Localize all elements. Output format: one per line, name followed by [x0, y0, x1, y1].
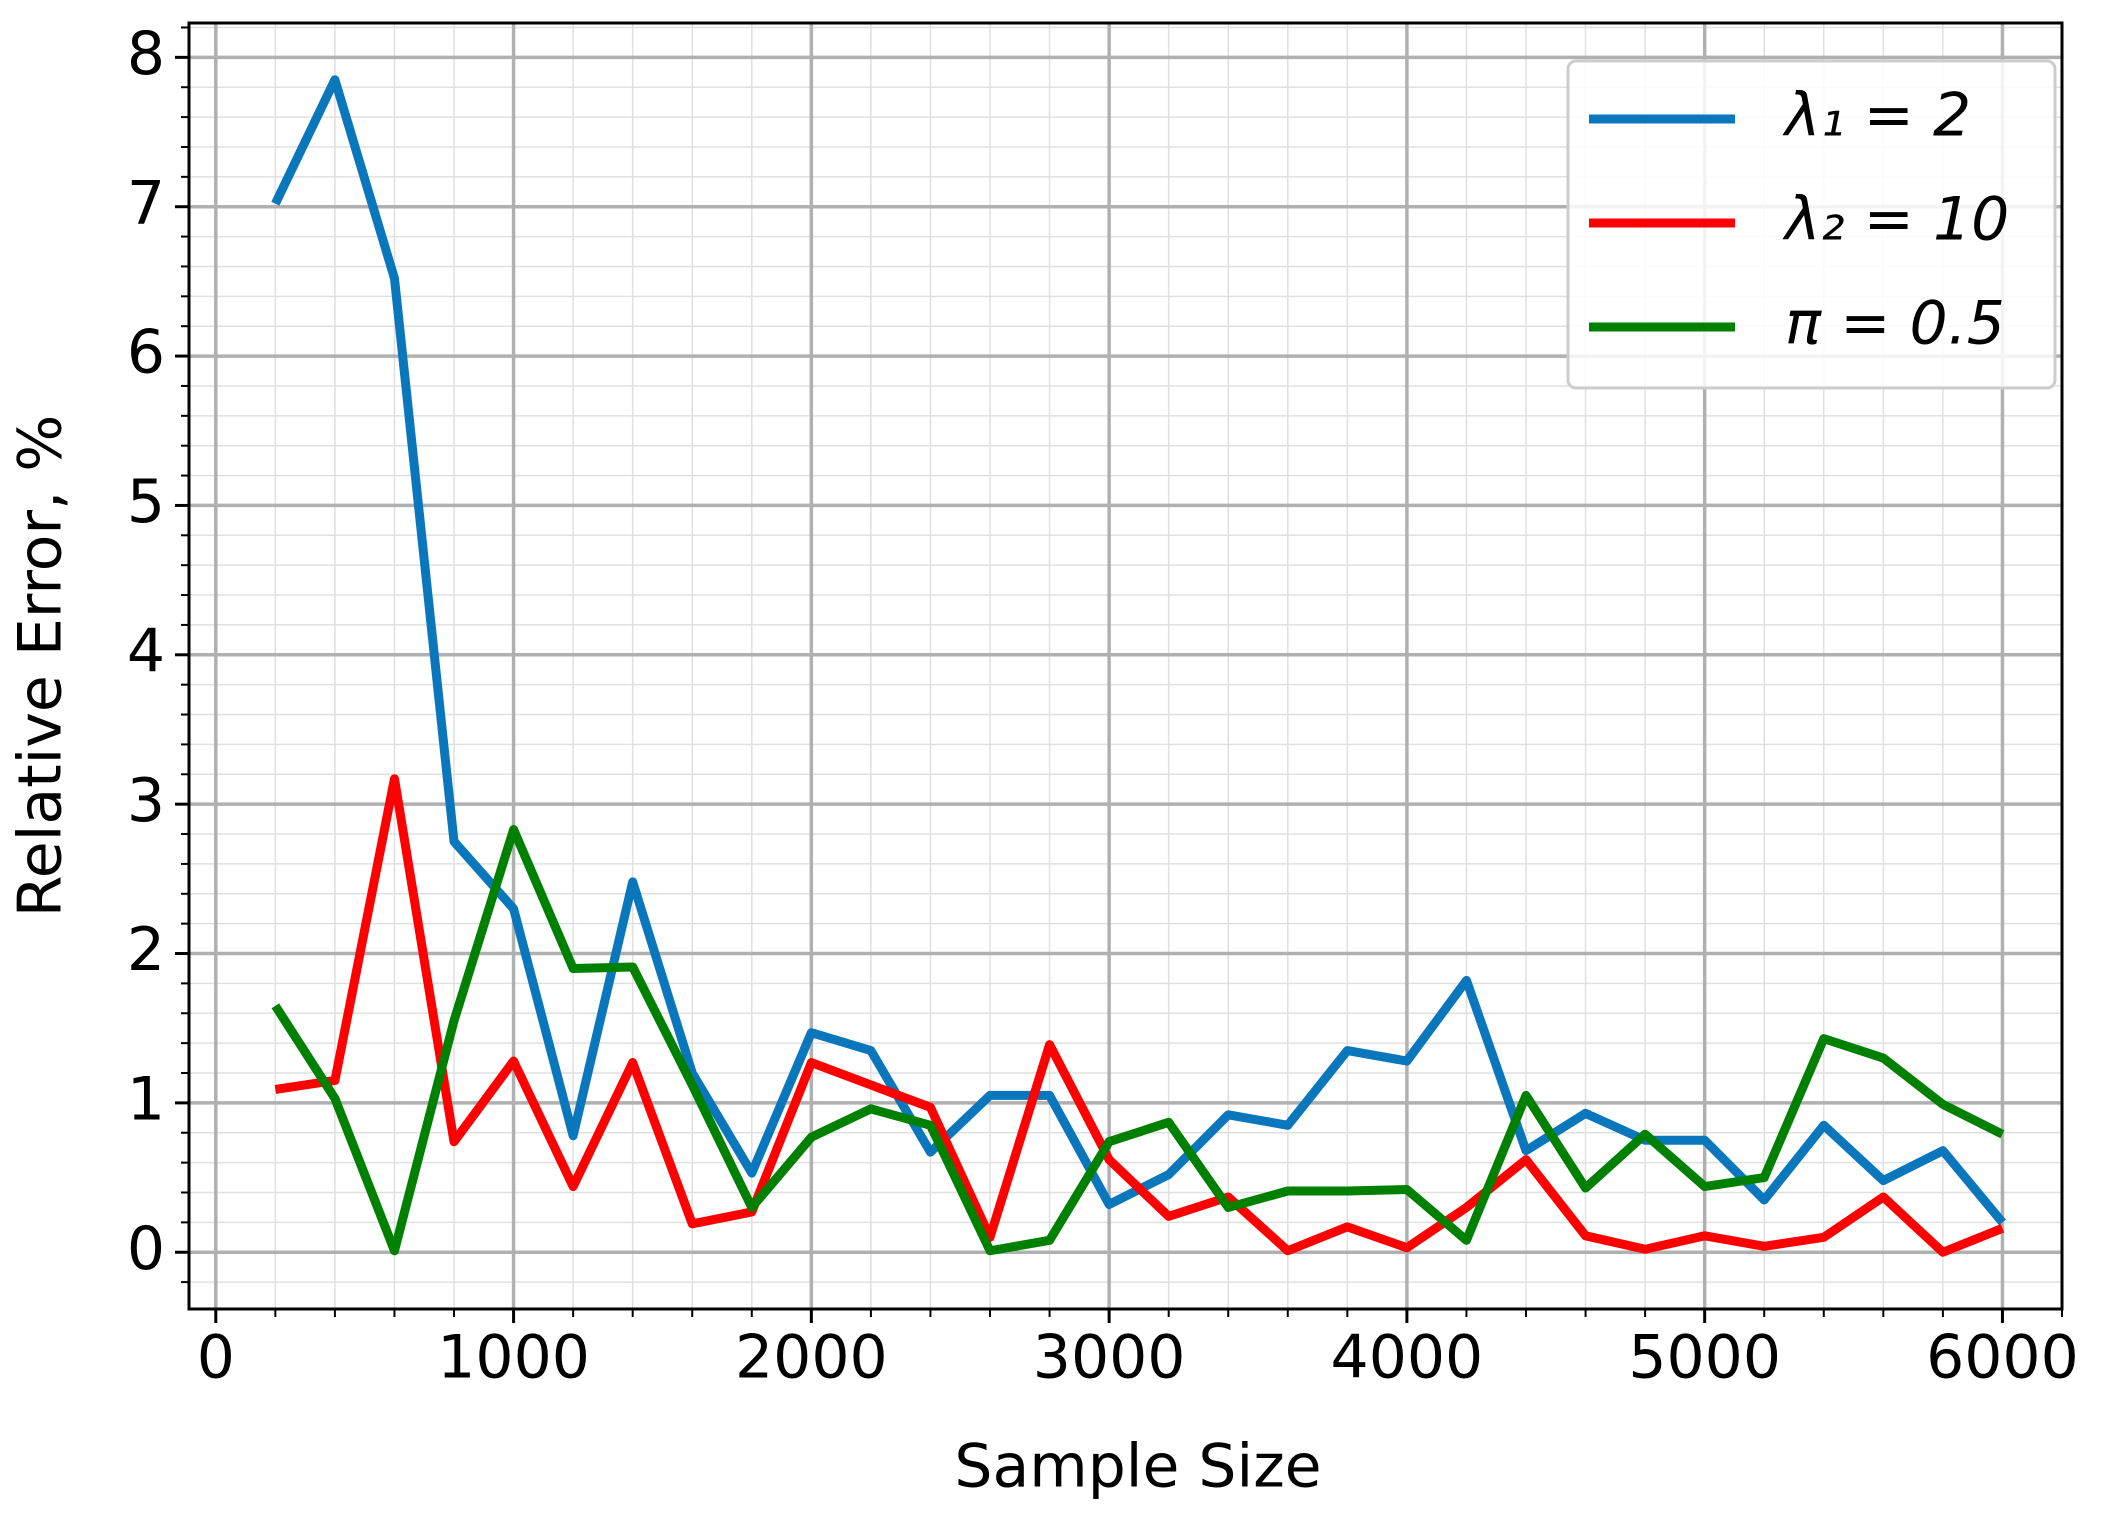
legend-box: [1566, 59, 2057, 390]
series-line: [271, 825, 2005, 1256]
x-tick-label: 5000: [1628, 1323, 1781, 1393]
y-tick-label: 3: [127, 766, 165, 836]
legend-label: λ₁ = 2: [1782, 81, 1971, 151]
y-tick-label: 4: [127, 616, 165, 686]
x-tick-label: 4000: [1331, 1323, 1484, 1393]
x-axis-label: Sample Size: [954, 1432, 1321, 1502]
legend: λ₁ = 2 λ₂ = 10 π = 0.5: [1566, 59, 2057, 390]
x-tick-label: 0: [197, 1323, 235, 1393]
series-line: [274, 774, 2005, 1257]
x-tick-label: 2000: [735, 1323, 888, 1393]
y-tick-label: 1: [127, 1064, 165, 1134]
y-tick-label: 8: [127, 19, 165, 89]
y-axis-label: Relative Error, %: [6, 415, 76, 917]
y-tick-label: 0: [127, 1214, 165, 1284]
y-tick-label: 6: [127, 318, 165, 388]
y-tick-label: 2: [127, 915, 165, 985]
x-tick-label: 6000: [1926, 1323, 2079, 1393]
plot-frame: [187, 21, 2064, 1311]
y-tick-label: 5: [127, 467, 165, 537]
legend-label: π = 0.5: [1785, 289, 2005, 359]
x-tick-label: 3000: [1033, 1323, 1186, 1393]
legend-label: λ₂ = 10: [1782, 185, 2009, 255]
y-tick-label: 7: [127, 168, 165, 238]
x-tick-label: 1000: [437, 1323, 590, 1393]
